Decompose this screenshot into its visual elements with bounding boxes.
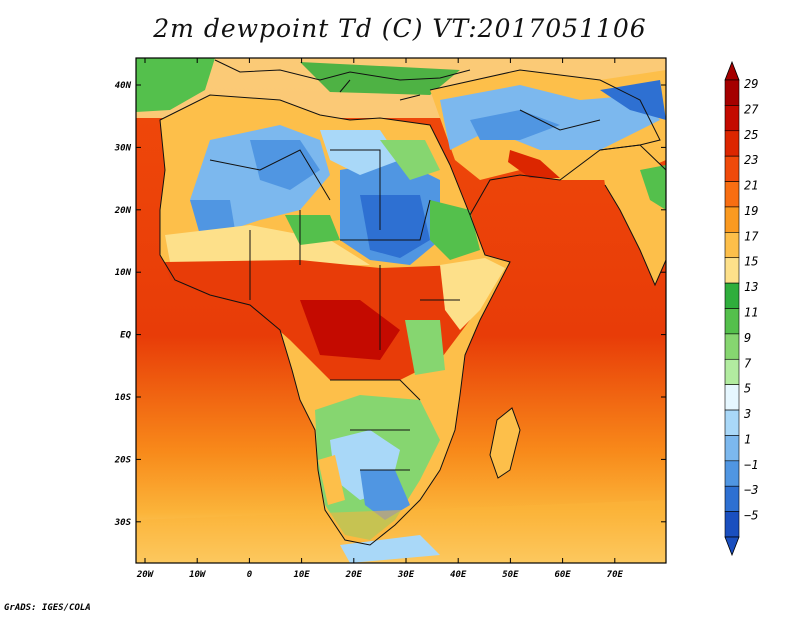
colorbar-swatch xyxy=(724,79,740,106)
y-tick-label: 40N xyxy=(115,81,132,91)
colorbar-label: 5 xyxy=(744,382,751,396)
colorbar-label: 13 xyxy=(744,280,758,294)
colorbar-label: 27 xyxy=(744,102,759,116)
colorbar-label: 23 xyxy=(744,153,758,167)
x-tick-label: 70E xyxy=(607,570,624,580)
colorbar-swatch xyxy=(724,105,740,132)
colorbar-swatch xyxy=(724,232,740,259)
y-tick-label: 20N xyxy=(114,206,132,216)
colorbar-swatch xyxy=(724,358,740,385)
x-tick-label: 50E xyxy=(502,570,519,580)
plot-frame xyxy=(135,57,667,564)
grads-credit: GrADS: IGES/COLA xyxy=(4,603,91,613)
longitude-axis: 20W 10W 0 10E 20E 30E 40E 50E 60E 70E xyxy=(136,58,624,580)
colorbar-swatch xyxy=(724,155,740,182)
colorbar-label: 1 xyxy=(744,432,751,446)
x-tick-label: 40E xyxy=(450,570,467,580)
y-tick-label: 10N xyxy=(115,268,132,278)
y-tick-label: 30N xyxy=(114,143,132,153)
x-tick-label: 30E xyxy=(397,570,415,580)
colorbar-label: 11 xyxy=(744,306,758,320)
colorbar-label: 9 xyxy=(744,331,751,345)
colorbar-swatch xyxy=(724,257,740,284)
colorbar-swatch xyxy=(724,206,740,233)
colorbar-label: −3 xyxy=(744,483,758,497)
x-tick-label: 20E xyxy=(345,570,363,580)
latitude-axis: 40N 30N 20N 10N EQ 10S 20S 30S xyxy=(114,81,666,528)
colorbar-swatch xyxy=(724,308,740,335)
colorbar-bottom-arrow xyxy=(724,536,740,557)
x-tick-label: 20W xyxy=(136,570,155,580)
x-tick-label: 60E xyxy=(554,570,571,580)
colorbar-swatch xyxy=(724,333,740,360)
colorbar-label: 21 xyxy=(744,179,758,193)
colorbar-swatch xyxy=(724,181,740,208)
colorbar-label: 25 xyxy=(744,128,758,142)
colorbar-swatch xyxy=(724,282,740,309)
colorbar-label: 29 xyxy=(744,77,758,91)
map-title: 2m dewpoint Td (C) VT:2017051106 xyxy=(153,14,647,43)
y-tick-label: 10S xyxy=(115,393,132,403)
y-tick-label: EQ xyxy=(120,331,131,341)
x-tick-label: 10W xyxy=(189,570,207,580)
colorbar-label: −1 xyxy=(744,458,758,472)
y-tick-label: 30S xyxy=(114,518,132,528)
colorbar-label: 17 xyxy=(744,229,759,243)
colorbar-swatch xyxy=(724,409,740,436)
colorbar-label: 7 xyxy=(744,356,752,370)
colorbar-swatch xyxy=(724,130,740,157)
colorbar-label: 3 xyxy=(743,407,751,421)
colorbar-label: −5 xyxy=(744,509,758,523)
colorbar: 29 27 25 23 21 19 17 15 13 11 9 7 5 3 1 −1 −3 −5 xyxy=(724,60,759,557)
colorbar-top-arrow xyxy=(724,60,740,81)
y-tick-label: 20S xyxy=(114,455,132,465)
colorbar-swatch xyxy=(724,384,740,411)
colorbar-swatch xyxy=(724,460,740,487)
colorbar-label: 19 xyxy=(744,204,758,218)
colorbar-swatch xyxy=(724,485,740,512)
x-tick-label: 0 xyxy=(247,570,253,580)
map-plot-area xyxy=(136,58,666,563)
colorbar-swatch xyxy=(724,435,740,462)
x-tick-label: 10E xyxy=(293,570,310,580)
colorbar-label: 15 xyxy=(744,255,758,269)
colorbar-swatch xyxy=(724,511,740,538)
